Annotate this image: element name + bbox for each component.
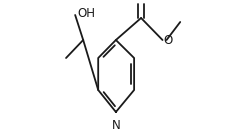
Text: O: O xyxy=(164,34,173,46)
Text: N: N xyxy=(112,119,120,132)
Text: O: O xyxy=(136,0,146,1)
Text: OH: OH xyxy=(77,7,95,20)
